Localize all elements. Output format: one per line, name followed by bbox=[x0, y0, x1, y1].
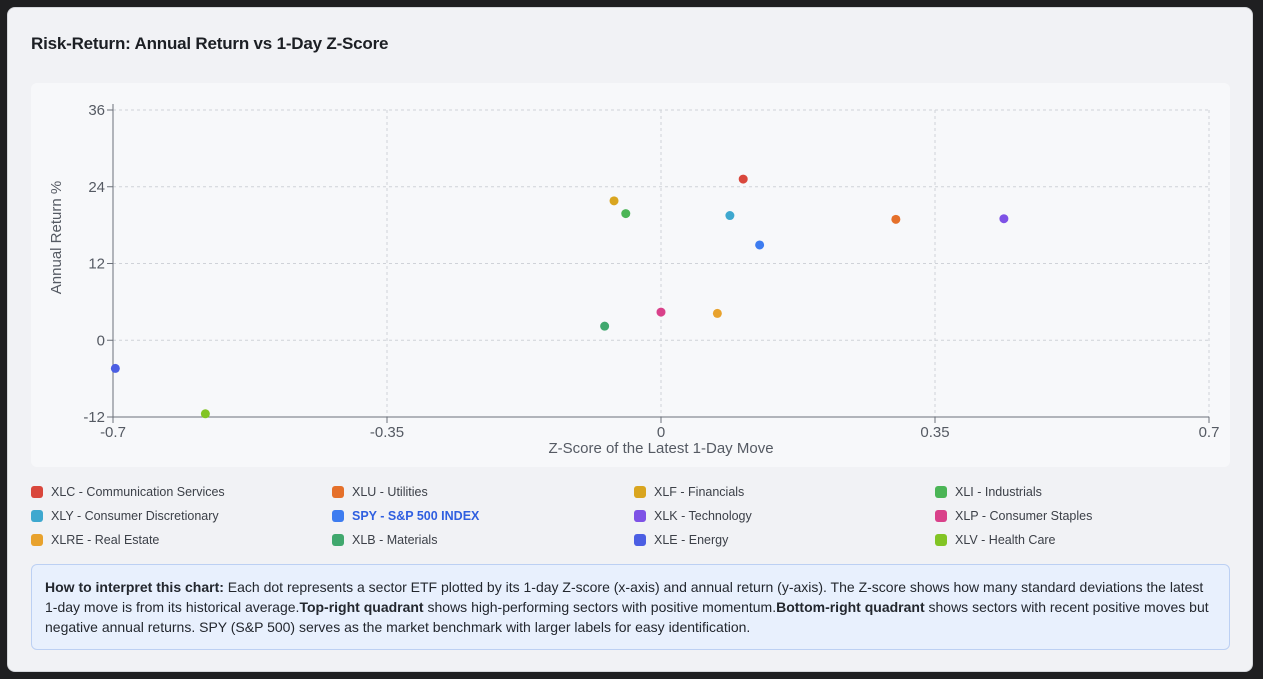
note-bold-bottom-right: Bottom-right quadrant bbox=[776, 599, 925, 615]
note-text-1: Each dot represents a sector ETF plotted… bbox=[45, 579, 1204, 615]
y-tick-label: -12 bbox=[83, 409, 105, 426]
legend-swatch bbox=[31, 534, 43, 546]
data-point[interactable]: XLB - Materials bbox=[600, 321, 610, 331]
x-axis-title: Z-Score of the Latest 1-Day Move bbox=[548, 440, 773, 457]
legend-item[interactable]: SPY - S&P 500 INDEX bbox=[332, 507, 479, 525]
legend-item[interactable]: XLP - Consumer Staples bbox=[935, 507, 1092, 525]
grid-layer bbox=[113, 109, 1210, 417]
legend-label: XLC - Communication Services bbox=[51, 485, 225, 499]
x-tick-label: 0.7 bbox=[1199, 424, 1220, 441]
legend-swatch bbox=[634, 486, 646, 498]
legend-swatch bbox=[935, 534, 947, 546]
legend-swatch bbox=[634, 510, 646, 522]
legend-swatch bbox=[634, 534, 646, 546]
plot-panel: -12 0 12 24 36 -0.7 -0.35 0 0.35 0.7 XLC - Commun… bbox=[31, 83, 1230, 467]
data-point[interactable]: XLC - Communication Services bbox=[738, 174, 748, 184]
y-tick-label: 12 bbox=[88, 256, 105, 273]
interpretation-note: How to interpret this chart: Each dot re… bbox=[31, 564, 1230, 650]
legend-label: XLP - Consumer Staples bbox=[955, 509, 1093, 523]
data-point[interactable]: XLY - Consumer Discretionary bbox=[725, 211, 735, 221]
legend-label: XLY - Consumer Discretionary bbox=[51, 509, 219, 523]
legend-item[interactable]: XLV - Health Care bbox=[935, 531, 1056, 549]
legend-label: XLF - Financials bbox=[654, 485, 745, 499]
note-text-3: shows sectors with recent positive moves… bbox=[45, 599, 1209, 635]
legend-item[interactable]: XLE - Energy bbox=[634, 531, 728, 549]
scatter-chart: -12 0 12 24 36 -0.7 -0.35 0 0.35 0.7 XLC - Commun… bbox=[48, 102, 1219, 457]
legend-swatch bbox=[935, 510, 947, 522]
x-tick-label: -0.35 bbox=[370, 424, 404, 441]
legend-item[interactable]: XLY - Consumer Discretionary bbox=[31, 507, 219, 525]
legend-item[interactable]: XLC - Communication Services bbox=[31, 483, 225, 501]
data-point[interactable]: XLRE - Real Estate bbox=[712, 308, 722, 318]
y-axis-title: Annual Return % bbox=[48, 181, 65, 294]
data-point[interactable]: XLV - Health Care bbox=[200, 409, 210, 419]
legend-item[interactable]: XLRE - Real Estate bbox=[31, 531, 159, 549]
legend-swatch bbox=[332, 510, 344, 522]
data-point[interactable]: XLF - Financials bbox=[609, 196, 619, 206]
legend-swatch bbox=[31, 510, 43, 522]
legend-item[interactable]: XLF - Financials bbox=[634, 483, 744, 501]
tick-label-layer: -12 0 12 24 36 -0.7 -0.35 0 0.35 0.7 bbox=[83, 102, 1219, 441]
legend-label: XLV - Health Care bbox=[955, 533, 1056, 547]
legend-item[interactable]: XLI - Industrials bbox=[935, 483, 1042, 501]
legend-label: XLB - Materials bbox=[352, 533, 438, 547]
legend: XLC - Communication Services XLU - Utilit… bbox=[31, 483, 1235, 555]
legend-label: XLU - Utilities bbox=[352, 485, 428, 499]
legend-swatch bbox=[935, 486, 947, 498]
legend-label: XLK - Technology bbox=[654, 509, 752, 523]
legend-item[interactable]: XLU - Utilities bbox=[332, 483, 428, 501]
x-tick-label: 0 bbox=[657, 424, 665, 441]
data-point[interactable]: XLE - Energy bbox=[110, 363, 120, 373]
legend-swatch bbox=[332, 486, 344, 498]
legend-label: XLRE - Real Estate bbox=[51, 533, 160, 547]
chart-title: Risk-Return: Annual Return vs 1-Day Z-Sc… bbox=[31, 34, 389, 53]
legend-swatch bbox=[332, 534, 344, 546]
x-tick-label: 0.35 bbox=[920, 424, 949, 441]
legend-item[interactable]: XLK - Technology bbox=[634, 507, 752, 525]
y-tick-label: 24 bbox=[88, 179, 105, 196]
legend-swatch bbox=[31, 486, 43, 498]
data-point[interactable]: XLK - Technology bbox=[999, 214, 1009, 224]
note-bold-top-right: Top-right quadrant bbox=[299, 599, 424, 615]
note-text-2: shows high-performing sectors with posit… bbox=[423, 599, 777, 615]
point-layer: XLC - Communication Services XLU - Utilit… bbox=[110, 174, 1009, 419]
data-point[interactable]: SPY - S&P 500 INDEX bbox=[755, 240, 765, 250]
legend-label: SPY - S&P 500 INDEX bbox=[352, 509, 480, 523]
data-point[interactable]: XLU - Utilities bbox=[891, 214, 901, 224]
legend-label: XLE - Energy bbox=[654, 533, 729, 547]
x-tick-label: -0.7 bbox=[100, 424, 126, 441]
data-point[interactable]: XLI - Industrials bbox=[621, 209, 631, 219]
y-tick-label: 0 bbox=[97, 332, 105, 349]
y-tick-label: 36 bbox=[88, 102, 105, 119]
chart-card: Risk-Return: Annual Return vs 1-Day Z-Sc… bbox=[7, 7, 1253, 672]
data-point[interactable]: XLP - Consumer Staples bbox=[656, 307, 666, 317]
legend-label: XLI - Industrials bbox=[955, 485, 1042, 499]
note-heading: How to interpret this chart: bbox=[45, 579, 224, 595]
legend-item[interactable]: XLB - Materials bbox=[332, 531, 437, 549]
